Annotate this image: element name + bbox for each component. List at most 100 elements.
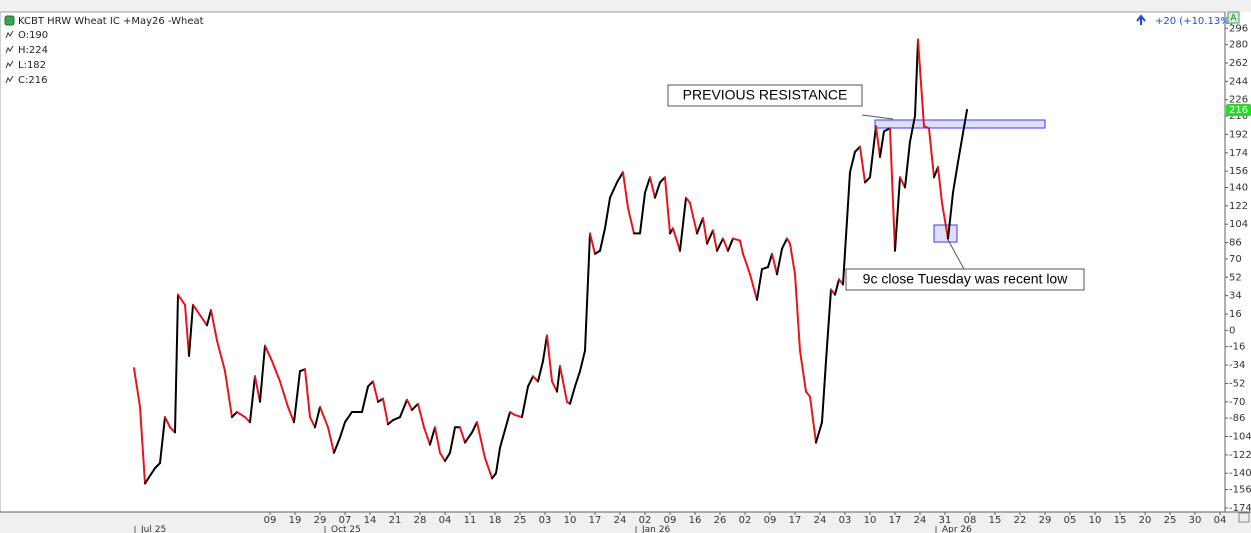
price-segment (702, 217, 708, 245)
price-segment (742, 252, 751, 276)
price-segment (495, 446, 501, 475)
x-tick-label: 30 (1189, 515, 1202, 526)
price-segment (947, 191, 954, 240)
y-tick-label: 262 (1229, 58, 1248, 69)
price-segment (249, 375, 256, 424)
x-tick-label: 26 (714, 515, 727, 526)
price-segment (399, 398, 408, 419)
price-segment (449, 426, 456, 454)
price-segment (206, 308, 212, 327)
price-segment (716, 237, 724, 252)
x-tick-label: 24 (614, 515, 627, 526)
price-segment (789, 242, 796, 276)
price-segment (333, 436, 341, 454)
price-segment (821, 359, 827, 424)
price-segment (957, 108, 968, 163)
y-tick-label: -104 (1229, 431, 1251, 442)
x-tick-label: 02 (639, 515, 652, 526)
price-segment (264, 344, 273, 362)
ohlc-label: L:182 (18, 60, 46, 71)
y-tick-label: 86 (1229, 238, 1242, 249)
corner-button-label[interactable]: A (1230, 14, 1237, 24)
price-segment (639, 191, 646, 235)
price-segment (834, 278, 840, 296)
plot-area (0, 11, 1226, 513)
price-segment (761, 266, 769, 271)
price-segment (471, 421, 478, 434)
x-tick-label: 15 (1114, 515, 1127, 526)
price-segment (236, 410, 246, 419)
price-segment (327, 426, 335, 454)
price-segment (154, 462, 161, 470)
x-tick-label: 14 (364, 515, 377, 526)
price-segment (574, 370, 581, 388)
y-axis-area (1225, 12, 1251, 512)
y-tick-label: 296 (1229, 23, 1248, 34)
price-segment (174, 293, 179, 434)
y-tick-label: -52 (1229, 378, 1245, 389)
resize-icon[interactable] (1238, 512, 1250, 523)
price-segment (464, 431, 473, 444)
price-segment (899, 176, 906, 189)
price-segment (551, 380, 558, 393)
price-segment (177, 293, 186, 306)
y-tick-label: 280 (1229, 40, 1248, 51)
y-tick-label: 210 (1229, 111, 1248, 122)
price-segment (159, 416, 166, 465)
annotation-pointer (946, 237, 965, 270)
price-segment (739, 239, 744, 255)
price-segment (314, 405, 321, 429)
price-segment (133, 367, 141, 408)
price-segment (889, 127, 896, 252)
x-tick-label: 24 (814, 515, 827, 526)
price-segment (304, 368, 311, 419)
x-tick-label: 11 (464, 515, 477, 526)
x-tick-label: 09 (764, 515, 777, 526)
corner-button[interactable] (1227, 11, 1240, 24)
price-segment (372, 380, 379, 403)
x-tick-label: 21 (389, 515, 402, 526)
price-segment (875, 125, 881, 158)
price-segment (559, 365, 568, 403)
x-tick-label: 31 (939, 515, 952, 526)
y-tick-label: 52 (1229, 272, 1242, 283)
price-segment (514, 414, 523, 419)
price-segment (794, 273, 801, 352)
price-segment (672, 227, 681, 252)
price-segment (417, 402, 425, 429)
annotation-text: 9c close Tuesday was recent low (863, 271, 1069, 287)
price-segment (287, 405, 295, 424)
price-segment (216, 339, 226, 373)
price-segment (569, 385, 576, 405)
price-segment (339, 421, 346, 439)
price-segment (439, 451, 446, 462)
price-segment (859, 145, 866, 184)
price-segment (776, 247, 783, 276)
price-segment (599, 227, 606, 252)
price-segment (387, 419, 394, 426)
price-segment (224, 370, 233, 419)
price-segment (864, 176, 871, 184)
y-tick-label: -174 (1229, 503, 1251, 514)
price-segment (654, 181, 661, 199)
price-segment (542, 334, 548, 362)
y-tick-label: 122 (1229, 201, 1248, 212)
price-segment (883, 127, 891, 133)
price-segment (188, 303, 194, 357)
price-segment (689, 201, 698, 235)
y-tick-label: 140 (1229, 182, 1248, 193)
price-segment (756, 268, 763, 301)
price-segment (781, 237, 788, 250)
price-segment (382, 397, 389, 426)
price-segment (444, 451, 451, 462)
price-segment (344, 410, 353, 424)
price-segment (589, 232, 596, 255)
x-tick-label: 03 (839, 515, 852, 526)
price-segment (749, 273, 758, 301)
price-segment (644, 176, 651, 194)
y-tick-label: 156 (1229, 166, 1248, 177)
x-tick-label: 10 (864, 515, 877, 526)
annotation-pointer (861, 114, 894, 120)
annotation-box (845, 268, 1085, 291)
